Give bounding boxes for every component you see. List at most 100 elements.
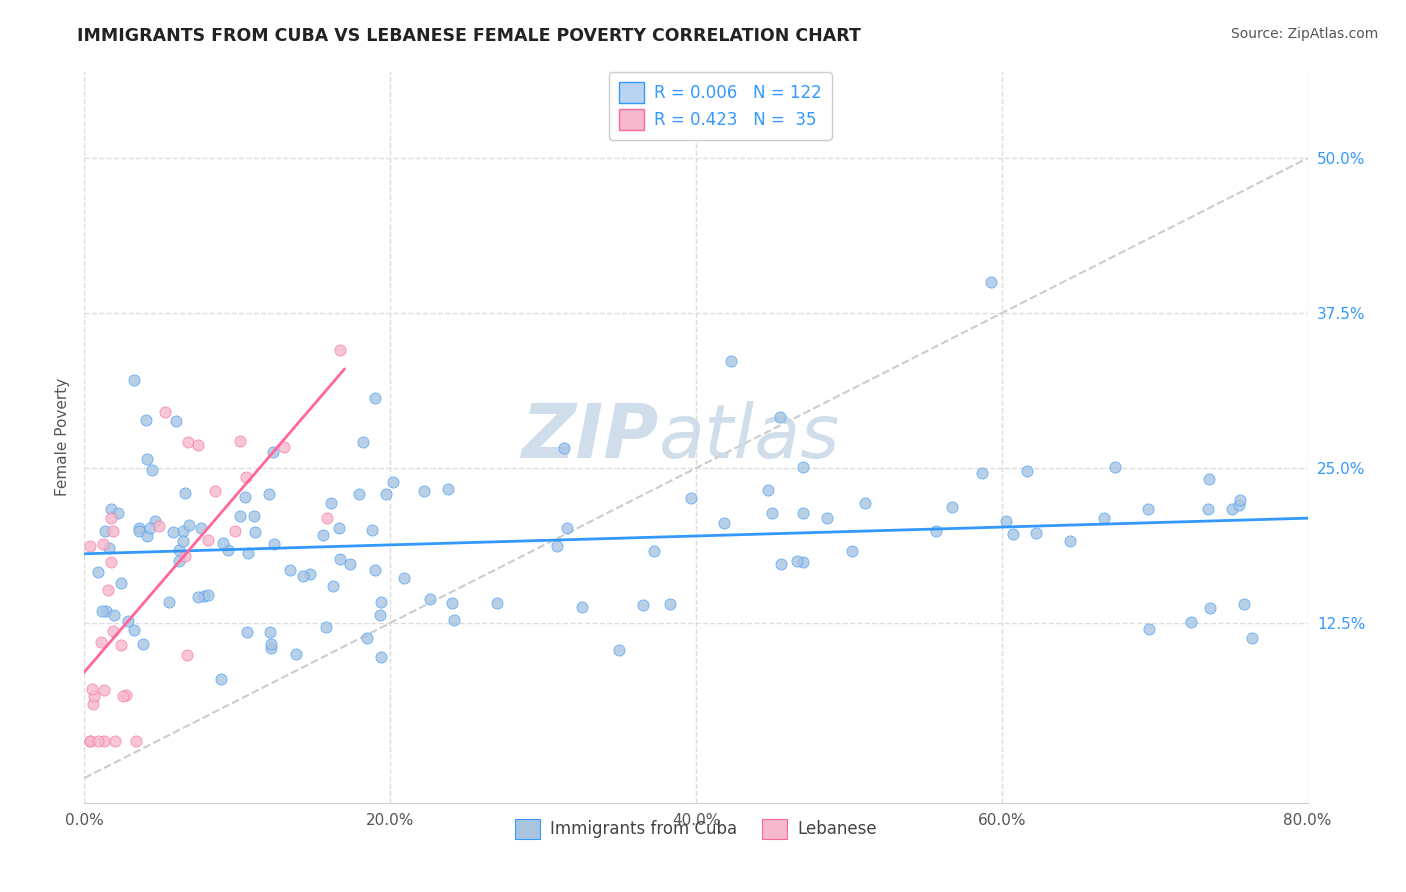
Point [1220, 502, 1243, 516]
Point [1227, 498, 1250, 512]
Point [679, 491, 702, 505]
Point [792, 459, 814, 474]
Point [139, 521, 162, 535]
Point [853, 496, 876, 510]
Point [101, 624, 124, 638]
Point [1104, 460, 1126, 475]
Point [228, 508, 250, 523]
Point [90, 635, 112, 649]
Point [236, 624, 259, 639]
Point [285, 647, 308, 661]
Point [136, 452, 159, 467]
Text: Source: ZipAtlas.com: Source: ZipAtlas.com [1230, 27, 1378, 41]
Point [485, 596, 508, 610]
Y-axis label: Female Poverty: Female Poverty [55, 378, 70, 496]
Point [135, 529, 157, 543]
Point [761, 506, 783, 520]
Point [792, 556, 814, 570]
Point [769, 557, 792, 571]
Point [786, 554, 808, 568]
Point [117, 614, 139, 628]
Point [1025, 526, 1047, 541]
Point [174, 549, 197, 563]
Point [758, 483, 780, 497]
Point [713, 516, 735, 530]
Point [110, 575, 132, 590]
Point [329, 551, 352, 566]
Point [94, 524, 117, 539]
Point [368, 607, 391, 622]
Point [443, 613, 465, 627]
Point [153, 405, 176, 419]
Point [1059, 533, 1081, 548]
Point [382, 475, 405, 489]
Point [87, 565, 110, 579]
Point [352, 434, 374, 449]
Point [172, 524, 194, 538]
Point [122, 623, 145, 637]
Point [970, 466, 993, 480]
Point [107, 506, 129, 520]
Point [1001, 527, 1024, 541]
Point [1198, 472, 1220, 486]
Point [720, 353, 742, 368]
Point [167, 543, 190, 558]
Point [329, 343, 352, 357]
Point [100, 555, 122, 569]
Point [413, 483, 436, 498]
Point [128, 524, 150, 538]
Point [187, 590, 209, 604]
Point [79, 734, 101, 748]
Point [79, 539, 101, 553]
Point [167, 554, 190, 568]
Legend: Immigrants from Cuba, Lebanese: Immigrants from Cuba, Lebanese [509, 812, 883, 846]
Point [299, 567, 322, 582]
Point [643, 544, 665, 558]
Point [631, 598, 654, 612]
Point [994, 514, 1017, 528]
Point [259, 625, 281, 640]
Point [658, 597, 681, 611]
Point [91, 604, 114, 618]
Point [165, 414, 187, 428]
Point [224, 524, 246, 538]
Text: IMMIGRANTS FROM CUBA VS LEBANESE FEMALE POVERTY CORRELATION CHART: IMMIGRANTS FROM CUBA VS LEBANESE FEMALE … [77, 27, 862, 45]
Point [212, 536, 235, 550]
Point [607, 642, 630, 657]
Point [98, 541, 121, 556]
Point [312, 528, 335, 542]
Point [125, 734, 148, 748]
Point [347, 487, 370, 501]
Point [262, 445, 284, 459]
Point [103, 524, 125, 538]
Point [174, 485, 197, 500]
Point [1233, 597, 1256, 611]
Point [87, 734, 110, 748]
Point [135, 413, 157, 427]
Point [122, 374, 145, 388]
Point [328, 521, 350, 535]
Point [769, 409, 792, 424]
Point [243, 525, 266, 540]
Point [79, 734, 101, 748]
Point [375, 487, 398, 501]
Point [148, 519, 170, 533]
Point [190, 521, 212, 535]
Point [925, 524, 948, 538]
Point [980, 275, 1002, 289]
Point [1092, 511, 1115, 525]
Point [100, 501, 122, 516]
Point [315, 511, 337, 525]
Point [103, 607, 125, 622]
Text: atlas: atlas [659, 401, 841, 473]
Point [339, 557, 361, 571]
Point [141, 463, 163, 477]
Point [1197, 502, 1219, 516]
Point [259, 640, 281, 655]
Point [292, 569, 315, 583]
Point [553, 441, 575, 455]
Point [94, 604, 117, 618]
Point [110, 639, 132, 653]
Point [571, 600, 593, 615]
Point [546, 539, 568, 553]
